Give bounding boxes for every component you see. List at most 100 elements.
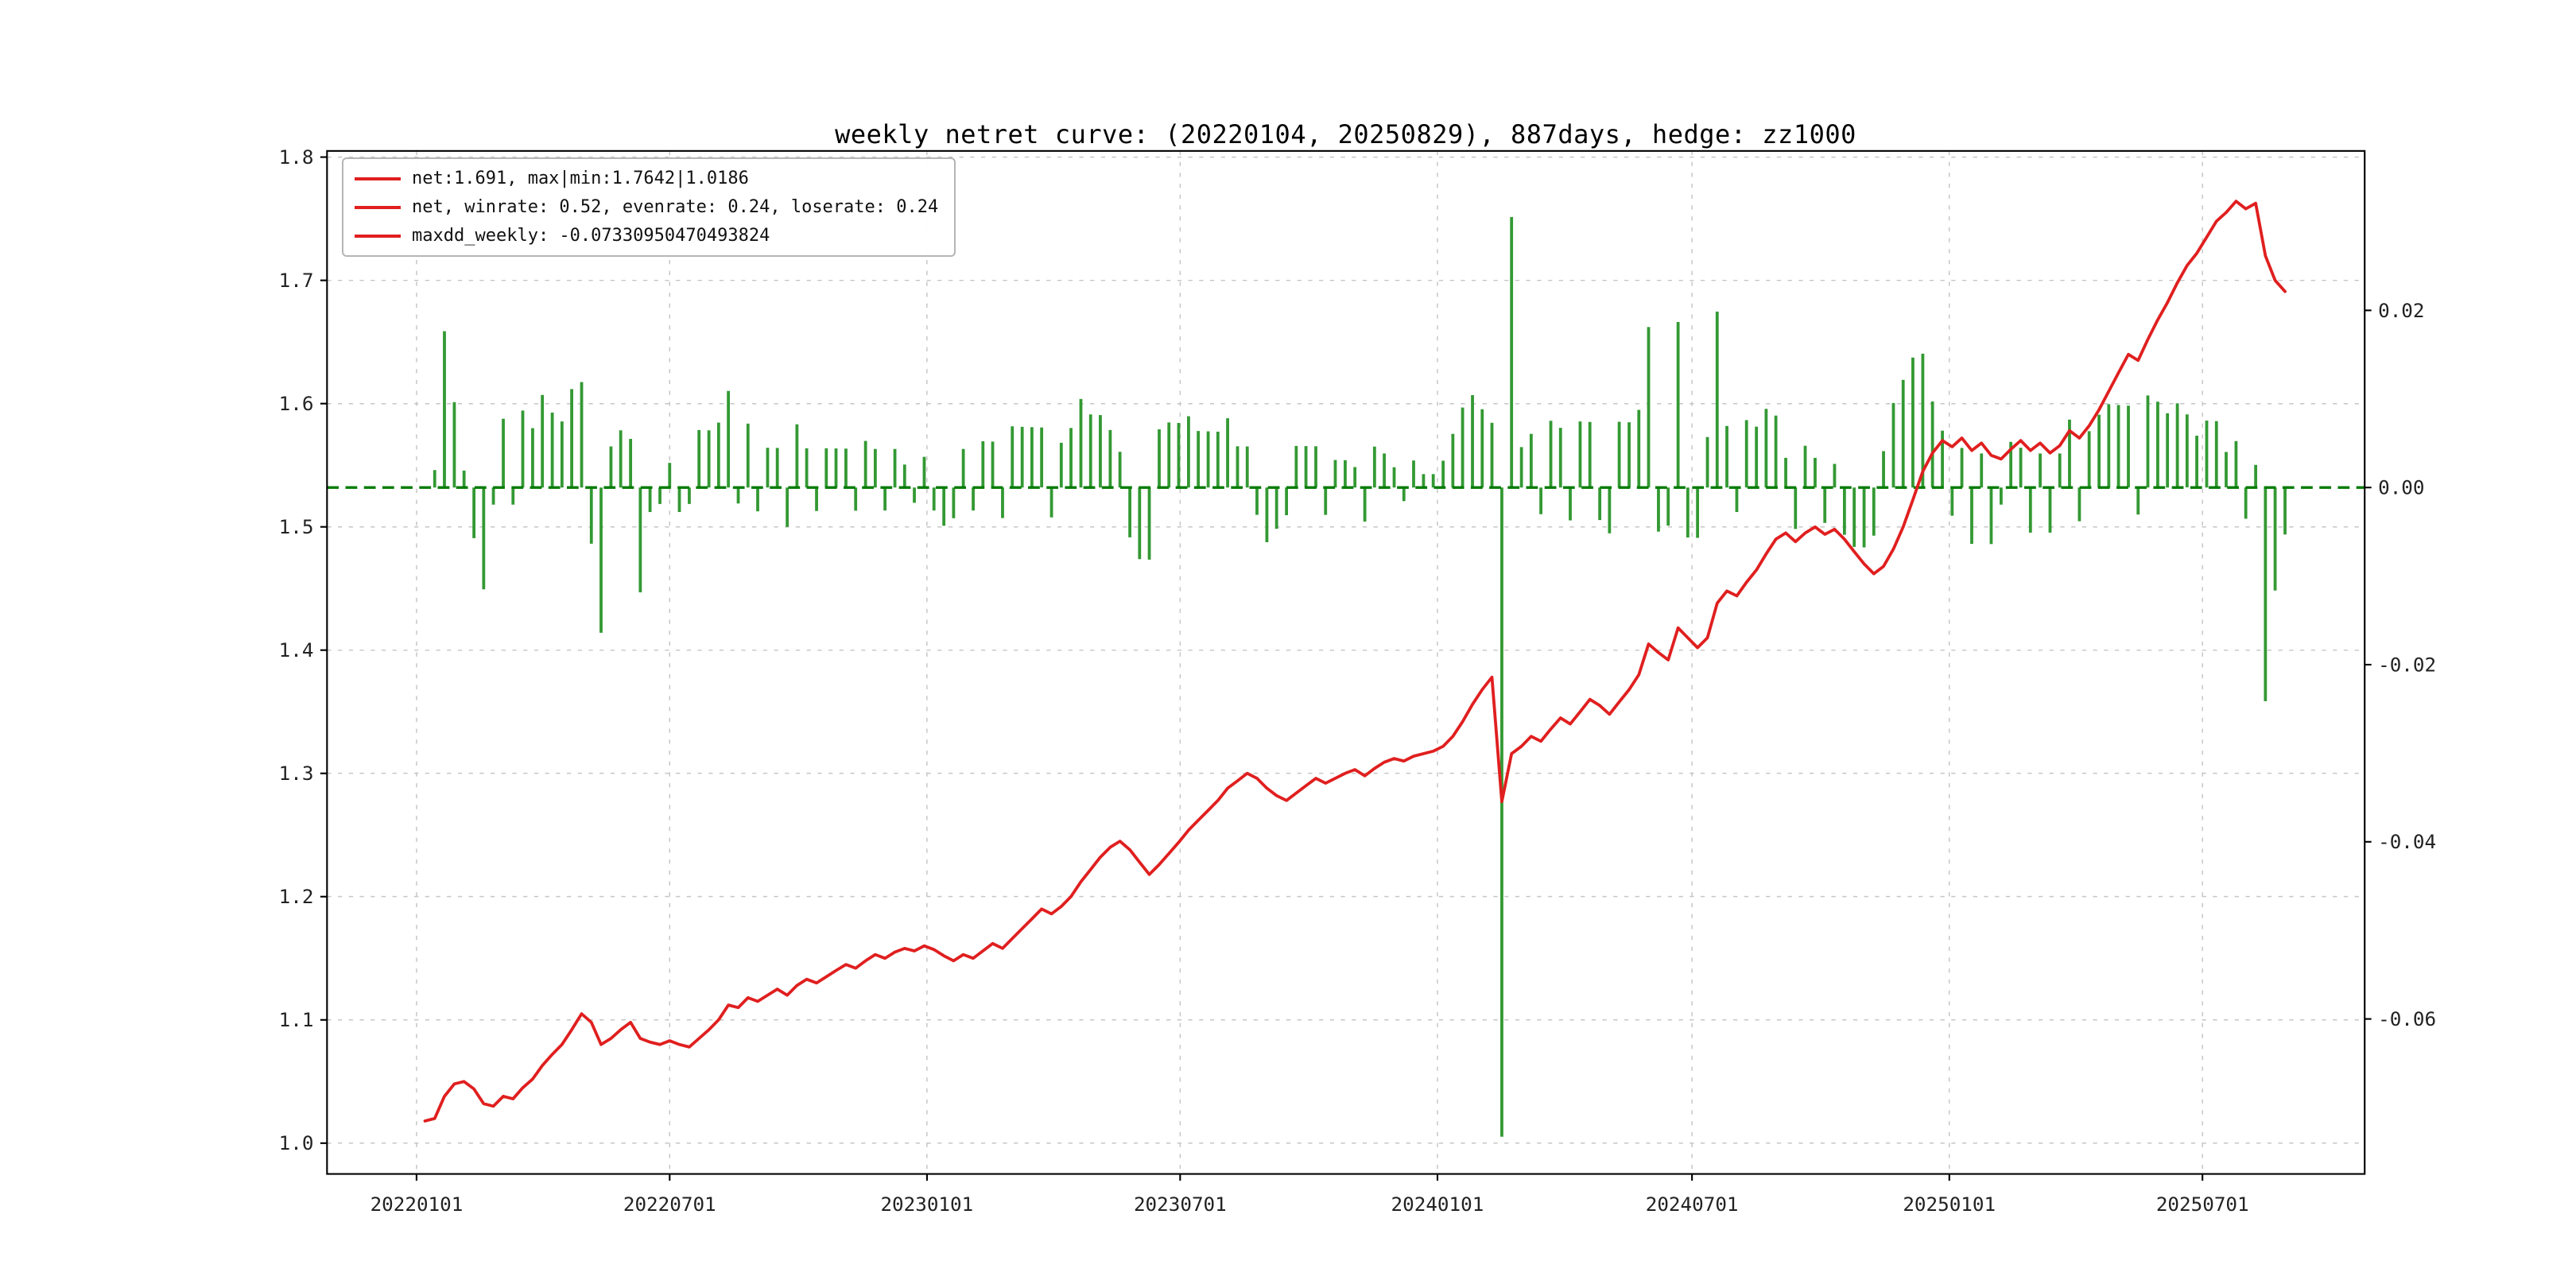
weekly-return-bar	[1030, 427, 1034, 488]
weekly-return-bar	[1715, 311, 1719, 488]
weekly-return-bar	[2039, 453, 2042, 488]
weekly-return-bar	[452, 402, 456, 488]
weekly-return-bar	[1989, 487, 1993, 545]
weekly-return-bar	[1882, 451, 1885, 488]
y-left-tick-label: 1.2	[279, 885, 314, 908]
weekly-return-bar	[2185, 414, 2189, 487]
net-curve	[423, 200, 2287, 1123]
weekly-return-bar	[844, 448, 848, 488]
weekly-return-bar	[1099, 415, 1102, 488]
weekly-return-bar	[1950, 487, 1954, 516]
weekly-return-bar	[1549, 421, 1553, 488]
weekly-return-bar	[1705, 436, 1709, 488]
weekly-return-bar	[1265, 487, 1269, 542]
weekly-return-bar	[1118, 452, 1122, 488]
legend-row: maxdd_weekly: -0.07330950470493824	[355, 226, 938, 246]
y-right-tick-label: -0.06	[2378, 1007, 2436, 1030]
weekly-return-bar	[2087, 431, 2091, 488]
chart-title: weekly netret curve: (20220104, 20250829…	[835, 119, 1856, 149]
weekly-return-bar	[902, 464, 906, 488]
legend-line-swatch	[355, 205, 401, 209]
weekly-return-bar	[2166, 413, 2170, 488]
weekly-return-bar	[2077, 487, 2081, 522]
weekly-return-bar	[1451, 433, 1455, 488]
weekly-return-bar	[2234, 440, 2238, 488]
weekly-return-bar	[727, 390, 730, 488]
weekly-return-bar	[1637, 409, 1641, 488]
weekly-return-bar	[2068, 419, 2071, 488]
weekly-return-bar	[1872, 487, 1876, 536]
weekly-return-bar	[1510, 216, 1514, 488]
weekly-return-bar	[668, 463, 672, 488]
y-left-tick-label: 1.6	[279, 392, 314, 415]
weekly-return-bar	[462, 470, 466, 488]
weekly-return-bar	[1274, 487, 1278, 530]
weekly-return-bar	[1891, 402, 1895, 488]
weekly-return-bar	[1020, 426, 1024, 488]
weekly-return-bar	[893, 448, 897, 488]
weekly-return-bar	[1177, 422, 1181, 488]
weekly-return-bar	[1206, 431, 1210, 488]
weekly-return-bar	[1608, 487, 1612, 533]
y-right-tick-label: 0.02	[2378, 299, 2424, 322]
weekly-return-bar	[1755, 426, 1759, 488]
weekly-return-bar	[1294, 445, 1298, 488]
weekly-return-bar	[1049, 487, 1053, 518]
weekly-return-bar	[1911, 357, 1915, 488]
weekly-return-bar	[1372, 446, 1376, 488]
weekly-return-bar	[1725, 425, 1728, 488]
weekly-return-bar	[775, 448, 779, 488]
weekly-return-bar	[913, 487, 916, 503]
y-left-tick-label: 1.0	[279, 1131, 314, 1154]
weekly-return-bar	[1970, 487, 1973, 545]
weekly-return-bar	[1412, 460, 1415, 488]
plot-frame	[326, 149, 2366, 1175]
weekly-return-bar	[736, 487, 740, 504]
weekly-return-bar	[1383, 453, 1386, 488]
weekly-return-bar	[805, 448, 809, 488]
weekly-return-bar	[560, 421, 564, 488]
weekly-return-bar	[873, 448, 877, 488]
weekly-return-bar	[433, 470, 436, 488]
weekly-return-bar	[570, 389, 573, 488]
x-tick-label: 20230101	[880, 1193, 973, 1216]
weekly-return-bar	[1324, 487, 1328, 515]
weekly-return-bar	[1333, 460, 1337, 488]
weekly-return-bar	[863, 440, 867, 487]
weekly-return-bar	[1040, 427, 1044, 487]
weekly-return-bar	[580, 382, 584, 488]
weekly-return-bar	[1558, 428, 1562, 488]
weekly-return-bar	[786, 487, 789, 527]
weekly-return-bar	[1814, 457, 1817, 488]
weekly-return-bar	[824, 448, 828, 488]
weekly-return-bar	[1304, 446, 1308, 488]
weekly-return-bar	[2264, 487, 2268, 701]
weekly-return-bar	[472, 487, 476, 538]
weekly-return-bar	[854, 487, 858, 511]
weekly-return-bar	[2028, 487, 2032, 533]
weekly-return-bar	[2146, 395, 2150, 488]
weekly-return-bar	[991, 441, 995, 488]
weekly-return-bar	[482, 487, 486, 590]
weekly-return-bar	[502, 418, 505, 488]
weekly-return-bar	[883, 487, 887, 511]
weekly-return-bar	[2195, 436, 2198, 487]
weekly-return-bar	[491, 487, 495, 505]
y-left-tick-label: 1.5	[279, 515, 314, 538]
weekly-return-bar	[511, 487, 515, 505]
legend-line-swatch	[355, 177, 401, 180]
weekly-return-bar	[1666, 487, 1670, 526]
weekly-return-bar	[2205, 421, 2209, 488]
weekly-return-bar	[981, 440, 985, 488]
weekly-return-bar	[1353, 467, 1357, 488]
weekly-return-bar	[942, 487, 946, 526]
weekly-return-bar	[1431, 474, 1435, 488]
weekly-return-bar	[2254, 464, 2258, 488]
weekly-return-bar	[1578, 421, 1582, 488]
weekly-return-bar	[1441, 460, 1445, 488]
weekly-return-bar	[2136, 487, 2140, 515]
weekly-return-bar	[795, 424, 799, 488]
weekly-return-bar	[638, 487, 642, 593]
weekly-return-bar	[1363, 487, 1367, 522]
weekly-return-bar	[1461, 407, 1465, 488]
